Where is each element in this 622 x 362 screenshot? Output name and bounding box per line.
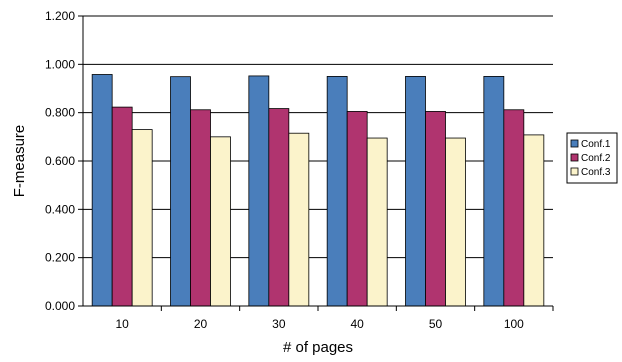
bar-conf-3-30 <box>288 132 310 307</box>
x-tick-label: 20 <box>194 317 208 331</box>
bar-conf-2-50 <box>425 111 446 307</box>
bar-conf-2-10 <box>111 106 133 307</box>
x-tick-labels: 10 20 30 40 50 100 <box>115 306 554 331</box>
bar-conf-2-40 <box>346 111 368 307</box>
bar-conf-3-10 <box>131 129 153 307</box>
y-tick-label: 0.600 <box>45 154 75 168</box>
bar-conf-3-100 <box>523 134 545 307</box>
x-axis-title: # of pages <box>283 339 353 356</box>
y-tick-labels: 0.000 0.200 0.400 0.600 0.800 1.000 1.200 <box>45 9 83 313</box>
x-tick-label: 10 <box>115 317 129 331</box>
legend-swatch <box>570 167 579 176</box>
bar-conf-2-30 <box>268 108 290 307</box>
y-tick-label: 0.800 <box>45 106 75 120</box>
bar-conf-1-50 <box>405 76 426 307</box>
bar-conf-2-20 <box>190 109 211 307</box>
bar-conf-3-20 <box>210 136 231 307</box>
x-tick-label: 100 <box>504 317 524 331</box>
y-tick-label: 1.000 <box>45 57 75 71</box>
legend-label: Conf.1 <box>581 139 611 150</box>
bar-conf-1-40 <box>326 76 348 307</box>
bars <box>91 74 545 307</box>
x-tick-label: 40 <box>350 317 364 331</box>
legend-label: Conf.3 <box>581 167 611 178</box>
legend: Conf.1 Conf.2 Conf.3 <box>566 132 618 184</box>
legend-swatch <box>570 153 579 162</box>
x-tick-label: 50 <box>429 317 443 331</box>
bar-conf-1-100 <box>483 76 505 307</box>
bar-conf-1-10 <box>91 74 113 307</box>
legend-swatch <box>570 139 579 148</box>
y-tick-label: 0.200 <box>45 251 75 265</box>
bar-conf-1-30 <box>248 75 270 307</box>
bar-conf-3-40 <box>366 137 388 307</box>
y-axis-title: F-measure <box>11 125 28 198</box>
y-tick-label: 0.000 <box>45 299 75 313</box>
bar-conf-3-50 <box>445 137 466 307</box>
grid-lines <box>83 15 553 259</box>
legend-label: Conf.2 <box>581 153 611 164</box>
y-tick-label: 0.400 <box>45 202 75 216</box>
x-tick-label: 30 <box>272 317 286 331</box>
bar-conf-2-100 <box>503 109 525 307</box>
y-tick-label: 1.200 <box>45 9 75 23</box>
bar-conf-1-20 <box>170 76 191 307</box>
